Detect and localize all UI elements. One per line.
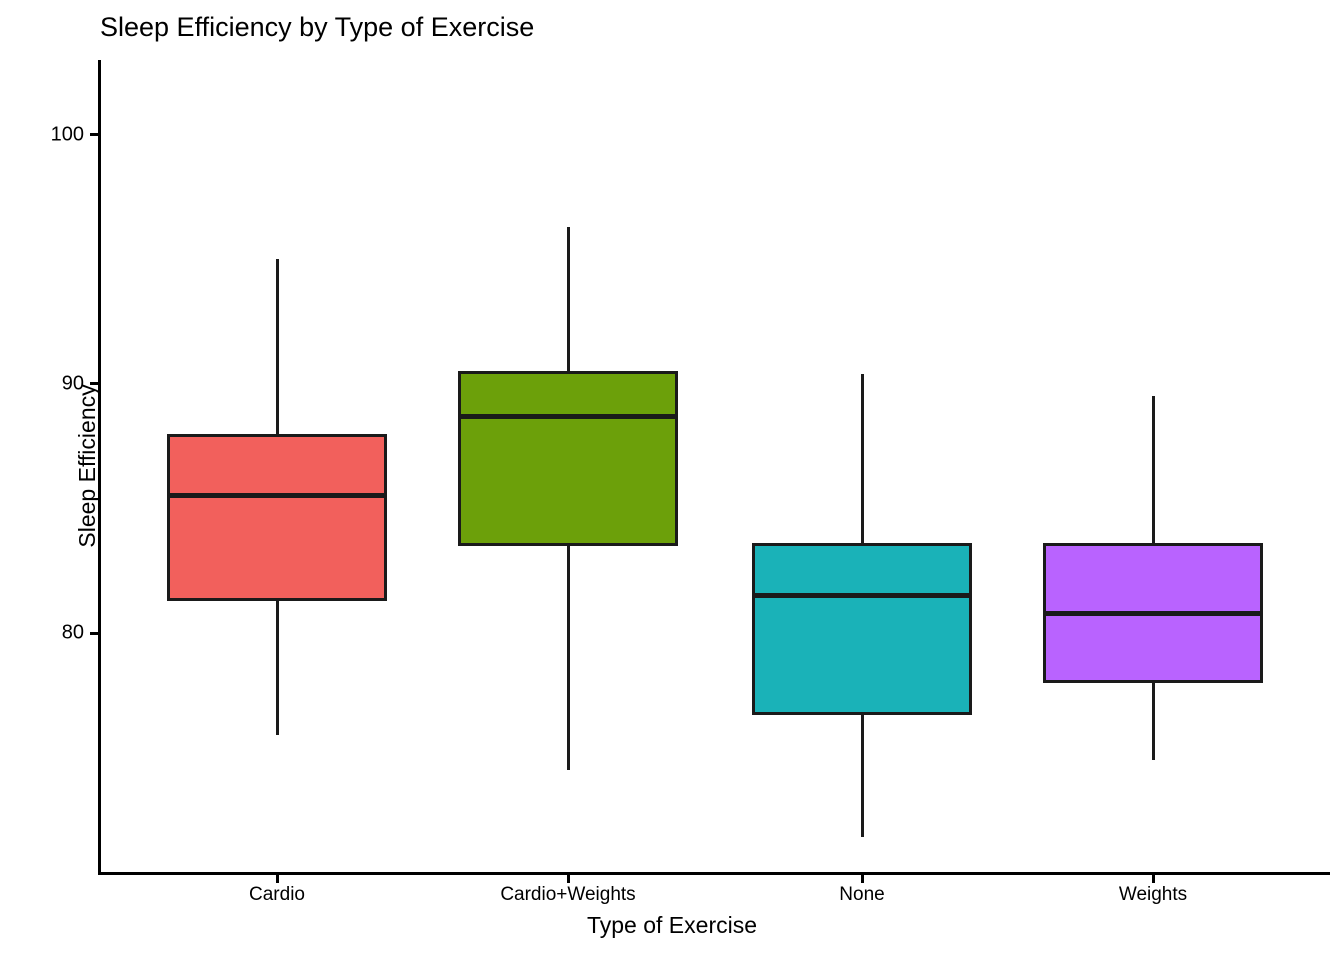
median-2 xyxy=(752,593,972,599)
y-axis-tick-label: 90 xyxy=(61,372,84,395)
y-axis-line xyxy=(98,60,101,875)
box-0 xyxy=(167,433,387,601)
median-0 xyxy=(167,493,387,499)
box-2 xyxy=(752,543,972,716)
box-1 xyxy=(458,371,678,546)
x-axis-tick-label: Weights xyxy=(1118,884,1188,905)
median-1 xyxy=(458,413,678,419)
x-axis-tick-label: Cardio+Weights xyxy=(500,884,636,905)
y-axis-tick xyxy=(90,133,98,137)
x-axis-title: Type of Exercise xyxy=(586,912,758,938)
y-axis-tick xyxy=(90,631,98,635)
y-axis-tick-label: 100 xyxy=(50,123,84,146)
x-axis-tick xyxy=(860,875,864,883)
y-axis-tick xyxy=(90,382,98,386)
x-axis-tick xyxy=(1151,875,1155,883)
x-axis-tick-label: Cardio xyxy=(249,884,305,905)
x-axis-tick xyxy=(566,875,570,883)
y-axis-tick-label: 80 xyxy=(61,621,84,644)
median-3 xyxy=(1043,610,1263,616)
x-axis-line xyxy=(98,872,1330,875)
x-axis-tick xyxy=(275,875,279,883)
x-axis-tick-label: None xyxy=(839,884,885,905)
chart-title: Sleep Efficiency by Type of Exercise xyxy=(100,12,535,42)
